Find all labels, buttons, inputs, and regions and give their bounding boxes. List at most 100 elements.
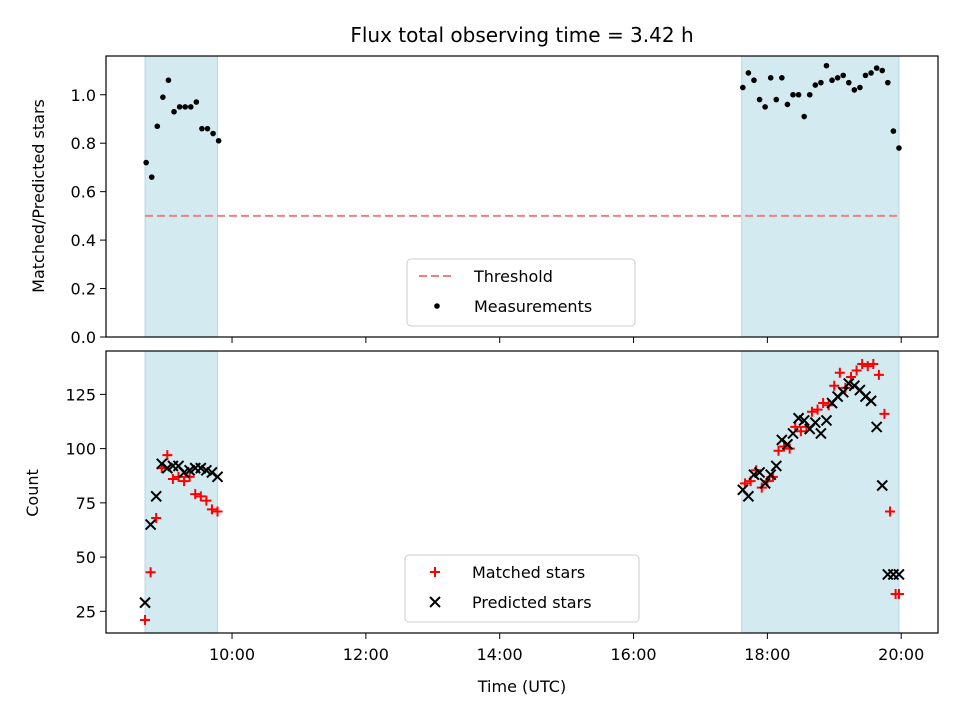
x-tick-label: 16:00	[610, 645, 656, 664]
measurement-point	[193, 99, 200, 105]
matched-star-point	[195, 491, 206, 502]
plot-frame	[105, 350, 939, 634]
measurement-point	[779, 75, 785, 81]
y-tick-label: 0.8	[71, 134, 96, 153]
legend-label: Matched stars	[472, 563, 585, 582]
measurement-point	[165, 77, 172, 84]
measurement-point	[160, 94, 166, 100]
measurement-point	[204, 125, 211, 132]
legend-matched-swatch	[430, 567, 440, 577]
x-tick-label: 14:00	[477, 645, 523, 664]
measurement-point	[171, 108, 177, 115]
y-tick-label: 125	[65, 385, 96, 404]
matched-star-point	[151, 513, 162, 524]
y-tick-label: 1.0	[71, 86, 96, 105]
matched-star-point	[145, 567, 156, 578]
x-tick-label: 18:00	[744, 645, 790, 664]
matched-star-point	[851, 365, 862, 376]
x-axis-label: Time (UTC)	[477, 677, 566, 696]
measurement-point	[890, 128, 897, 134]
measurement-point	[818, 79, 824, 86]
matched-star-point	[162, 450, 173, 461]
measurement-point	[885, 79, 891, 86]
predicted-star-point	[870, 421, 883, 433]
chart-title: Flux total observing time = 3.42 h	[350, 23, 693, 47]
predicted-star-point	[742, 490, 755, 503]
matched-star-point	[862, 361, 873, 372]
predicted-star-point	[770, 460, 782, 472]
measurement-point	[756, 96, 763, 103]
measurement-point	[840, 72, 847, 79]
measurement-point	[751, 77, 757, 84]
measurement-point	[795, 91, 802, 98]
measurement-point	[868, 70, 874, 76]
predicted-star-point	[759, 477, 771, 490]
y-tick-label: 0.4	[71, 231, 96, 250]
predicted-star-point	[781, 438, 794, 450]
measurement-point	[154, 123, 161, 130]
matched-star-point	[201, 495, 212, 506]
shaded-range	[144, 350, 219, 634]
measurement-point	[790, 91, 796, 98]
predicted-star-point	[837, 386, 849, 398]
measurement-point	[801, 113, 807, 120]
matched-star-point	[806, 406, 817, 417]
measurement-point	[745, 70, 752, 76]
measurement-point	[187, 104, 194, 110]
predicted-star-point	[150, 490, 162, 503]
y-tick-label: 0.0	[71, 328, 96, 347]
predicted-star-point	[815, 427, 827, 440]
measurement-point	[784, 101, 791, 108]
measurement-point	[834, 75, 841, 81]
legend-label: Predicted stars	[472, 593, 592, 612]
matched-star-point	[212, 506, 223, 517]
x-tick-label: 10:00	[209, 645, 255, 664]
measurement-point	[740, 84, 746, 91]
legend-box	[406, 258, 636, 327]
measurement-point	[182, 104, 188, 110]
matched-star-point	[834, 367, 845, 378]
y-tick-label: 0.6	[71, 183, 96, 202]
predicted-star-point	[876, 479, 888, 492]
measurement-point	[767, 75, 774, 81]
matched-star-point	[773, 445, 784, 456]
matched-star-point	[179, 476, 190, 487]
predicted-star-point	[809, 416, 822, 429]
matched-star-point	[893, 588, 904, 599]
predicted-star-point	[893, 568, 905, 581]
matched-star-point	[885, 506, 896, 517]
legend-measurement-swatch	[434, 303, 440, 309]
matched-star-point	[167, 473, 178, 484]
x-tick-label: 12:00	[343, 645, 389, 664]
y-tick-label: 100	[65, 440, 96, 459]
measurement-point	[210, 130, 216, 137]
measurement-point	[857, 84, 863, 91]
y-tick-label: 50	[76, 548, 96, 567]
measurement-point	[862, 72, 869, 79]
measurement-point	[829, 77, 835, 84]
y-tick-label: 0.2	[71, 280, 96, 299]
y-tick-label: 75	[76, 494, 96, 513]
bottom-y-axis-label: Count	[23, 469, 42, 517]
y-tick-label: 25	[76, 602, 96, 621]
predicted-star-point	[139, 596, 151, 609]
measurement-point	[773, 96, 780, 103]
measurement-point	[806, 91, 813, 98]
measurement-point	[143, 159, 149, 166]
matched-star-point	[873, 369, 884, 380]
measurement-point	[851, 87, 858, 93]
measurement-point	[199, 125, 205, 132]
matched-star-point	[140, 614, 151, 625]
matched-star-point	[857, 359, 868, 370]
legend-box	[404, 554, 640, 623]
count-panel: 25 50 75 100 125 10:00 12:00 14:00 16:00 18:00 20:…	[65, 350, 939, 664]
measurement-point	[762, 104, 768, 110]
measurement-point	[845, 79, 852, 86]
measurement-point	[879, 67, 886, 74]
predicted-star-point	[144, 518, 157, 531]
measurement-point	[873, 65, 880, 71]
matched-star-point	[829, 380, 840, 391]
measurement-point	[176, 104, 183, 110]
measurement-point	[215, 137, 222, 144]
